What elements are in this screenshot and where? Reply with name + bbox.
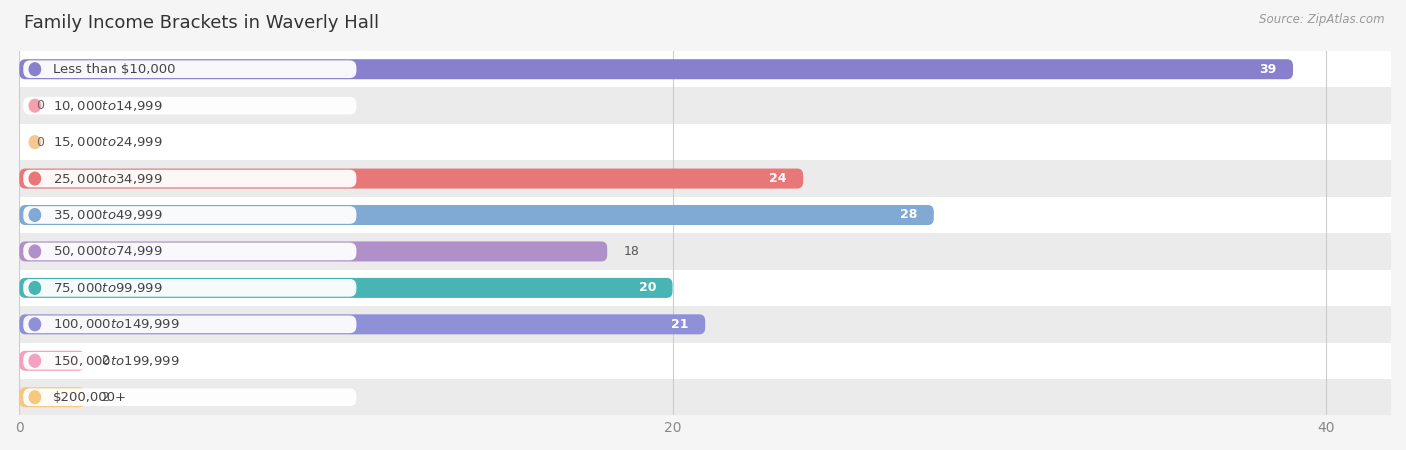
- Circle shape: [30, 136, 41, 149]
- Text: $200,000+: $200,000+: [52, 391, 127, 404]
- Circle shape: [30, 282, 41, 294]
- Text: 18: 18: [623, 245, 640, 258]
- Bar: [20, 270, 1391, 306]
- Circle shape: [30, 63, 41, 76]
- FancyBboxPatch shape: [24, 97, 356, 114]
- Text: Family Income Brackets in Waverly Hall: Family Income Brackets in Waverly Hall: [24, 14, 380, 32]
- Text: 2: 2: [101, 354, 108, 367]
- Text: 24: 24: [769, 172, 787, 185]
- Text: 0: 0: [35, 99, 44, 112]
- FancyBboxPatch shape: [20, 314, 706, 334]
- Text: 20: 20: [638, 281, 657, 294]
- FancyBboxPatch shape: [20, 278, 672, 298]
- Text: $10,000 to $14,999: $10,000 to $14,999: [52, 99, 162, 112]
- Text: 21: 21: [671, 318, 689, 331]
- Circle shape: [30, 318, 41, 331]
- Text: $15,000 to $24,999: $15,000 to $24,999: [52, 135, 162, 149]
- FancyBboxPatch shape: [20, 59, 1294, 79]
- Circle shape: [30, 355, 41, 367]
- FancyBboxPatch shape: [24, 60, 356, 78]
- Bar: [20, 342, 1391, 379]
- Circle shape: [30, 209, 41, 221]
- FancyBboxPatch shape: [20, 351, 84, 371]
- Circle shape: [30, 99, 41, 112]
- FancyBboxPatch shape: [24, 279, 356, 297]
- FancyBboxPatch shape: [20, 205, 934, 225]
- Bar: [20, 160, 1391, 197]
- FancyBboxPatch shape: [24, 388, 356, 406]
- Bar: [20, 87, 1391, 124]
- FancyBboxPatch shape: [20, 169, 803, 189]
- Bar: [20, 197, 1391, 233]
- Text: 0: 0: [35, 135, 44, 148]
- FancyBboxPatch shape: [24, 170, 356, 187]
- Text: 39: 39: [1260, 63, 1277, 76]
- Circle shape: [30, 245, 41, 258]
- Text: Less than $10,000: Less than $10,000: [52, 63, 176, 76]
- FancyBboxPatch shape: [24, 352, 356, 369]
- Bar: [20, 233, 1391, 270]
- FancyBboxPatch shape: [20, 387, 84, 407]
- Text: $35,000 to $49,999: $35,000 to $49,999: [52, 208, 162, 222]
- Text: $50,000 to $74,999: $50,000 to $74,999: [52, 244, 162, 258]
- Bar: [20, 306, 1391, 342]
- Text: Source: ZipAtlas.com: Source: ZipAtlas.com: [1260, 14, 1385, 27]
- Circle shape: [30, 172, 41, 185]
- Bar: [20, 51, 1391, 87]
- Text: $150,000 to $199,999: $150,000 to $199,999: [52, 354, 179, 368]
- FancyBboxPatch shape: [24, 133, 356, 151]
- FancyBboxPatch shape: [24, 206, 356, 224]
- Text: 2: 2: [101, 391, 108, 404]
- Text: $100,000 to $149,999: $100,000 to $149,999: [52, 317, 179, 331]
- Text: 28: 28: [900, 208, 918, 221]
- FancyBboxPatch shape: [24, 243, 356, 260]
- FancyBboxPatch shape: [20, 241, 607, 261]
- FancyBboxPatch shape: [24, 315, 356, 333]
- Text: $75,000 to $99,999: $75,000 to $99,999: [52, 281, 162, 295]
- Bar: [20, 124, 1391, 160]
- Text: $25,000 to $34,999: $25,000 to $34,999: [52, 171, 162, 185]
- Bar: [20, 379, 1391, 415]
- Circle shape: [30, 391, 41, 404]
